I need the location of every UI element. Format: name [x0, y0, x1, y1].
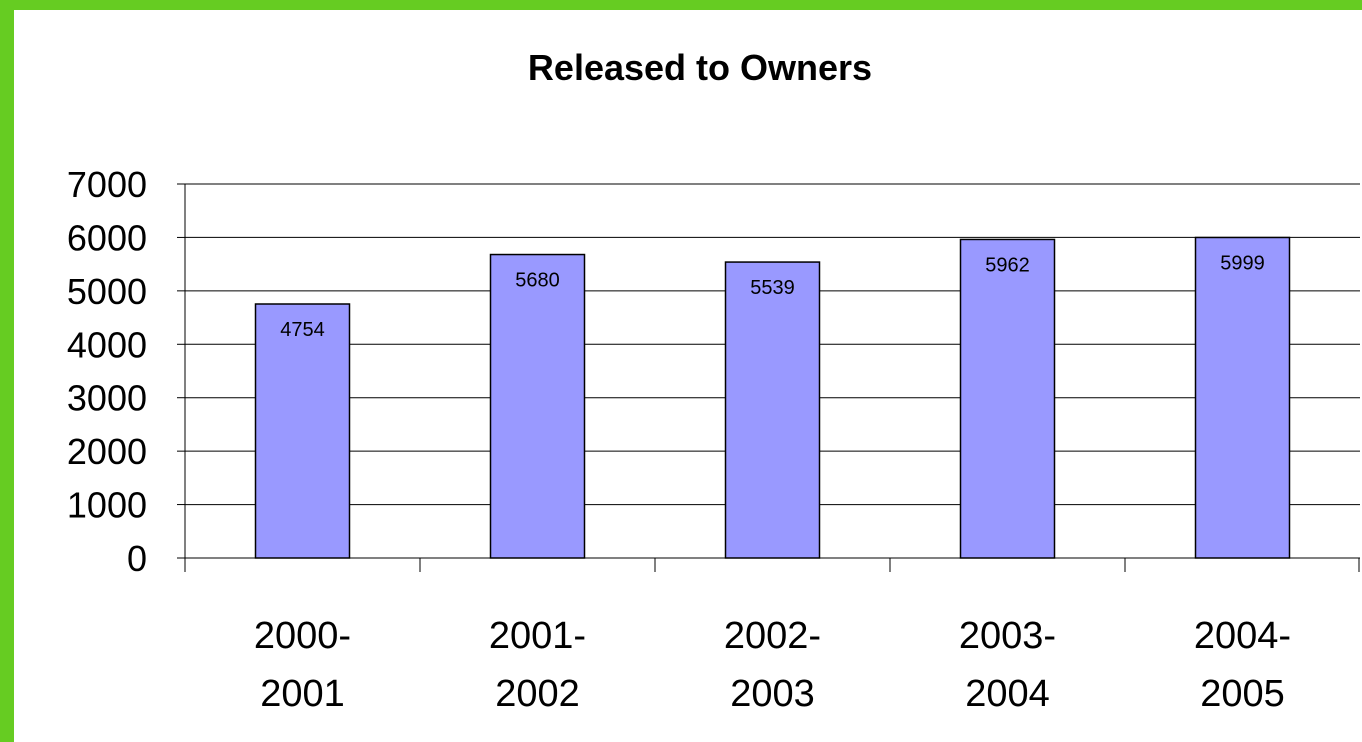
data-labels: 4754 5680 5539 5962 5999	[280, 252, 1265, 341]
axes	[184, 184, 1360, 572]
bar	[1194, 236, 1291, 559]
data-label: 5680	[515, 270, 560, 292]
chart-title: Released to Owners	[528, 47, 872, 88]
y-tick-label: 6000	[67, 217, 147, 258]
x-tick-label-line: 2004-	[1194, 615, 1291, 657]
x-tick-label: 2004- 2005	[1194, 615, 1291, 715]
bar	[959, 238, 1056, 559]
x-tick-label-line: 2002	[495, 673, 580, 715]
x-tick-label: 2000- 2001	[254, 615, 351, 715]
y-tick-label: 3000	[67, 378, 147, 419]
y-tick-labels: 0 1000 2000 3000 4000 5000 6000 7000	[67, 164, 147, 579]
x-tick-label-line: 2003	[730, 673, 815, 715]
data-label: 5999	[1220, 252, 1265, 274]
bar	[489, 253, 586, 559]
y-tick-label: 0	[127, 538, 147, 579]
x-tick-label: 2001- 2002	[489, 615, 586, 715]
y-tick-label: 7000	[67, 164, 147, 205]
x-tick-label: 2002- 2003	[724, 615, 821, 715]
y-tick-label: 2000	[67, 431, 147, 472]
x-tick-label-line: 2002-	[724, 615, 821, 657]
x-tick-label-line: 2001	[260, 673, 345, 715]
data-label: 5962	[985, 254, 1030, 276]
data-label: 4754	[280, 319, 325, 341]
x-tick-labels: 2000- 2001 2001- 2002 2002- 2003 2003- 2004 2004…	[254, 615, 1291, 715]
y-tick-label: 5000	[67, 271, 147, 312]
y-tick-label: 4000	[67, 324, 147, 365]
x-tick-label-line: 2003-	[959, 615, 1056, 657]
x-tick-label-line: 2001-	[489, 615, 586, 657]
x-tick-label: 2003- 2004	[959, 615, 1056, 715]
data-label: 5539	[750, 277, 795, 299]
bar	[724, 261, 821, 559]
x-tick-label-line: 2004	[965, 673, 1050, 715]
x-tick-label-line: 2005	[1200, 673, 1285, 715]
bar	[254, 303, 351, 559]
bars	[254, 236, 1291, 559]
y-tick-label: 1000	[67, 485, 147, 526]
x-tick-label-line: 2000-	[254, 615, 351, 657]
